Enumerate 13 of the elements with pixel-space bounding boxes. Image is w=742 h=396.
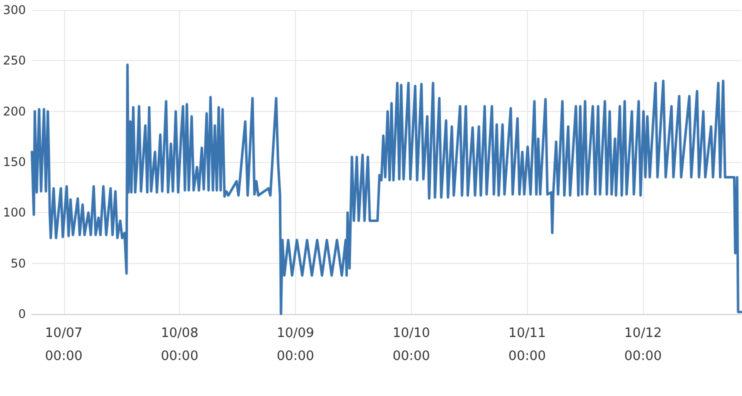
y-tick-label: 100 <box>3 206 26 220</box>
x-tick-label: 10/08 00:00 <box>160 326 198 364</box>
y-tick-label: 50 <box>10 256 26 270</box>
y-tick-label: 300 <box>3 3 26 17</box>
x-tick-label: 10/07 00:00 <box>45 326 82 364</box>
x-tick-label: 10/09 00:00 <box>276 326 314 364</box>
x-tick-label: 10/12 00:00 <box>624 326 662 364</box>
y-tick-label: 250 <box>3 54 26 68</box>
x-tick-label: 10/11 00:00 <box>508 326 546 364</box>
x-tick-label: 10/10 00:00 <box>392 326 430 364</box>
y-tick-label: 0 <box>18 307 26 321</box>
y-tick-label: 150 <box>3 155 26 169</box>
y-tick-label: 200 <box>3 104 26 118</box>
